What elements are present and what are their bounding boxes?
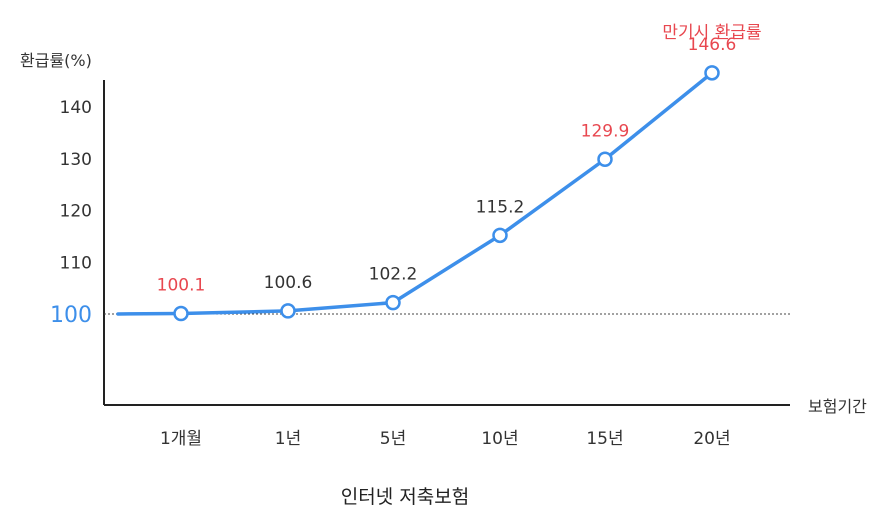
- data-label: 100.6: [264, 273, 313, 293]
- y-tick-label: 130: [60, 150, 92, 170]
- x-tick-label: 20년: [693, 429, 730, 449]
- x-tick-label: 10년: [481, 429, 518, 449]
- x-tick-label: 1개월: [160, 429, 202, 449]
- data-label: 102.2: [369, 265, 418, 285]
- data-point: [385, 294, 401, 311]
- y-tick-label: 140: [60, 98, 92, 118]
- data-point: [492, 227, 508, 244]
- y-tick-label: 110: [60, 253, 92, 273]
- data-label: 115.2: [476, 197, 525, 217]
- y-baseline-tick-label: 100: [50, 303, 92, 328]
- chart-title: 인터넷 저축보험: [341, 486, 469, 508]
- data-label: 129.9: [581, 121, 630, 141]
- data-point: [173, 305, 189, 322]
- data-point: [597, 151, 613, 168]
- data-point: [280, 303, 296, 319]
- data-point: [704, 65, 720, 81]
- x-tick-label: 1년: [275, 429, 301, 449]
- maturity-annotation: 만기시 환급률: [662, 23, 761, 43]
- y-tick-label: 120: [60, 202, 92, 222]
- data-label: 146.6: [688, 35, 737, 55]
- data-label: 100.1: [157, 275, 206, 295]
- x-tick-label: 15년: [586, 429, 623, 449]
- x-axis-title: 보험기간: [808, 397, 867, 416]
- y-axis-title: 환급률(%): [20, 51, 92, 70]
- x-tick-label: 5년: [380, 429, 406, 449]
